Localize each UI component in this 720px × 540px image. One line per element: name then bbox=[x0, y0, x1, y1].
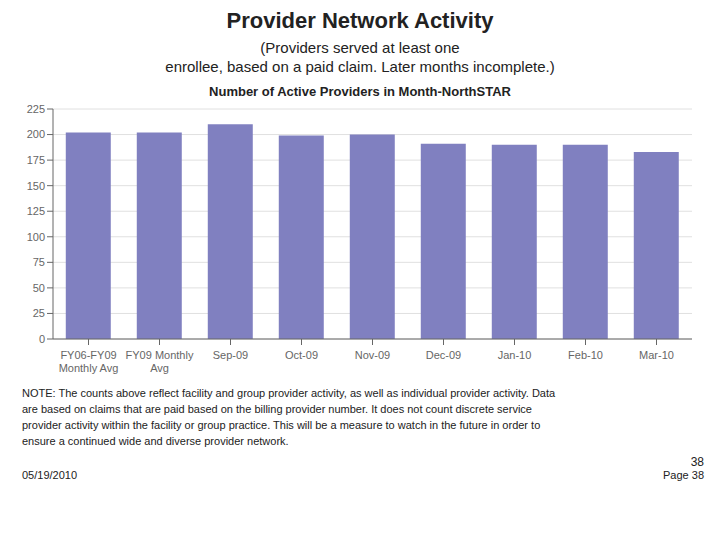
html-text:05/19/2010: 05/19/2010 bbox=[22, 469, 78, 481]
svg-text:Nov-09: Nov-09 bbox=[355, 349, 390, 361]
svg-text:100: 100 bbox=[27, 231, 45, 243]
svg-text:175: 175 bbox=[27, 154, 45, 166]
html-text:Page 38: Page 38 bbox=[663, 469, 704, 481]
svg-text:Jan-10: Jan-10 bbox=[498, 349, 532, 361]
html-text:enrollee, based on a paid clai: enrollee, based on a paid claim. Later m… bbox=[165, 58, 555, 75]
svg-text:FY09 MonthlyAvg: FY09 MonthlyAvg bbox=[126, 349, 194, 374]
svg-text:0: 0 bbox=[39, 333, 45, 345]
svg-text:225: 225 bbox=[27, 103, 45, 115]
html-text:38: 38 bbox=[690, 455, 704, 469]
svg-text:Sep-09: Sep-09 bbox=[213, 349, 248, 361]
html-text:(Providers served at least one: (Providers served at least one bbox=[260, 39, 460, 56]
html-text:Number of Active Providers in: Number of Active Providers in Month-Nort… bbox=[209, 84, 511, 99]
svg-text:50: 50 bbox=[33, 282, 45, 294]
svg-text:75: 75 bbox=[33, 256, 45, 268]
svg-text:Dec-09: Dec-09 bbox=[426, 349, 461, 361]
svg-text:Mar-10: Mar-10 bbox=[639, 349, 674, 361]
html-text:Provider Network Activity: Provider Network Activity bbox=[226, 8, 494, 33]
svg-text:Oct-09: Oct-09 bbox=[285, 349, 318, 361]
svg-text:125: 125 bbox=[27, 205, 45, 217]
html-text:NOTE: The counts above reflect: NOTE: The counts above reflect facility … bbox=[22, 387, 556, 447]
svg-text:FY06-FY09Monthly Avg: FY06-FY09Monthly Avg bbox=[59, 349, 119, 374]
svg-text:Feb-10: Feb-10 bbox=[568, 349, 603, 361]
svg-text:25: 25 bbox=[33, 307, 45, 319]
svg-text:150: 150 bbox=[27, 180, 45, 192]
svg-text:200: 200 bbox=[27, 128, 45, 140]
